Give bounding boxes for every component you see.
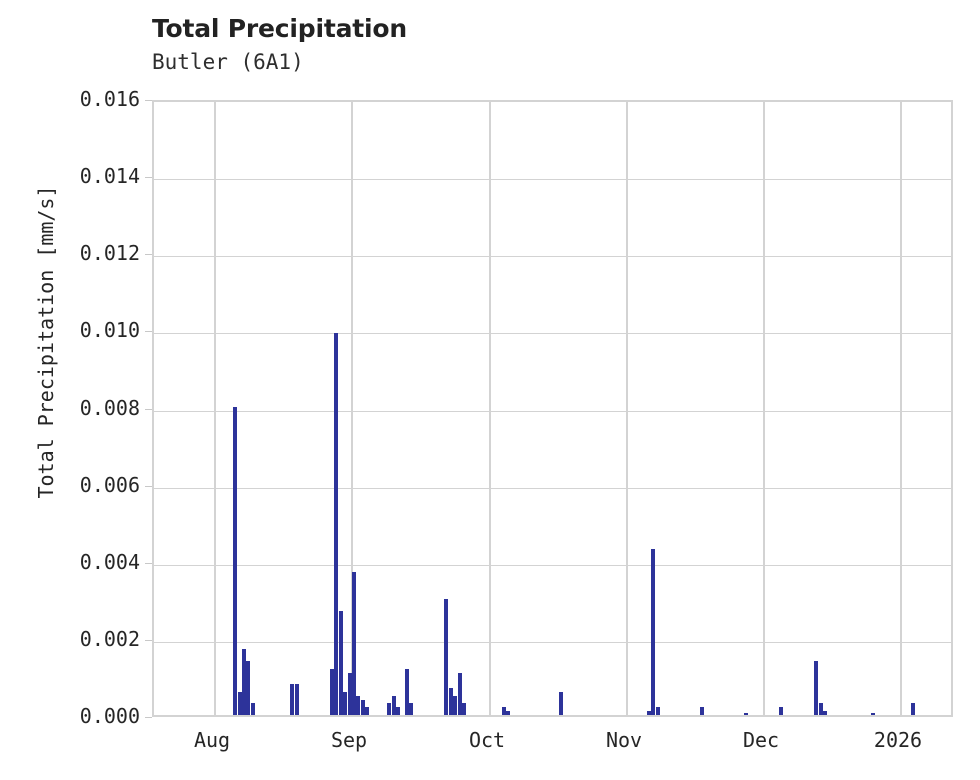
y-tick-label: 0.008 xyxy=(79,395,140,420)
gridline-horizontal xyxy=(154,411,951,412)
bar xyxy=(871,713,876,715)
bar xyxy=(462,703,467,715)
y-tick-label: 0.012 xyxy=(79,241,140,266)
x-tick-label: 2026 xyxy=(873,728,923,752)
bar xyxy=(290,684,295,715)
y-tick-mark xyxy=(145,177,152,179)
y-tick-label: 0.002 xyxy=(79,626,140,651)
bar xyxy=(233,406,238,715)
bar xyxy=(651,549,656,715)
bar xyxy=(814,661,819,715)
bar xyxy=(699,707,704,715)
bar xyxy=(910,703,915,715)
bar xyxy=(356,695,361,715)
bar xyxy=(347,672,352,715)
bar xyxy=(330,668,335,715)
gridline-vertical xyxy=(763,102,765,715)
bar xyxy=(558,691,563,715)
bar xyxy=(250,703,255,715)
gridline-horizontal xyxy=(154,256,951,257)
y-tick-mark xyxy=(145,562,152,564)
x-tick-label: Dec xyxy=(742,728,780,752)
bar xyxy=(457,672,462,715)
bar-series-total-precipitation xyxy=(154,102,951,715)
bar xyxy=(404,668,409,715)
bar xyxy=(506,711,511,715)
bar xyxy=(360,699,365,715)
y-tick-label: 0.000 xyxy=(79,704,140,728)
bar xyxy=(294,684,299,715)
x-tick-label: Nov xyxy=(605,728,643,752)
bar xyxy=(646,711,651,715)
gridline-vertical xyxy=(489,102,491,715)
bar xyxy=(818,703,823,715)
gridline-horizontal xyxy=(154,642,951,643)
bar xyxy=(448,688,453,715)
bar xyxy=(655,707,660,715)
y-tick-label: 0.004 xyxy=(79,549,140,574)
x-tick-label: Oct xyxy=(468,728,506,752)
y-tick-mark xyxy=(145,331,152,333)
y-tick-label: 0.006 xyxy=(79,472,140,497)
chart-title: Total Precipitation xyxy=(152,14,407,43)
gridline-horizontal xyxy=(154,333,951,334)
bar xyxy=(444,599,449,715)
bar xyxy=(743,713,748,715)
bar xyxy=(822,711,827,715)
bar xyxy=(246,661,251,715)
y-tick-mark xyxy=(145,100,152,101)
bar xyxy=(242,649,247,715)
y-tick-mark xyxy=(145,639,152,641)
bar xyxy=(237,691,242,715)
gridline-horizontal xyxy=(154,488,951,489)
y-tick-label: 0.010 xyxy=(79,318,140,343)
bar xyxy=(396,707,401,715)
gridline-vertical xyxy=(351,102,353,715)
bar xyxy=(391,695,396,715)
bar xyxy=(778,707,783,715)
bar xyxy=(387,703,392,715)
x-tick-label: Aug xyxy=(193,728,231,752)
x-tick-label: Sep xyxy=(330,728,368,752)
gridline-vertical xyxy=(900,102,902,715)
bar xyxy=(501,707,506,715)
bar xyxy=(453,695,458,715)
y-tick-label: 0.014 xyxy=(79,164,140,189)
y-tick-mark xyxy=(145,485,152,487)
bar xyxy=(338,610,343,715)
y-tick-mark xyxy=(145,408,152,410)
bar xyxy=(334,333,339,715)
chart-subtitle: Butler (6A1) xyxy=(152,50,304,74)
bar xyxy=(365,707,370,715)
plot-area xyxy=(152,100,953,717)
y-tick-label: 0.016 xyxy=(79,87,140,111)
y-tick-mark xyxy=(145,717,152,718)
bar xyxy=(352,572,357,715)
gridline-vertical xyxy=(214,102,216,715)
y-tick-mark xyxy=(145,254,152,256)
bar xyxy=(343,691,348,715)
gridline-horizontal xyxy=(154,565,951,566)
gridline-horizontal xyxy=(154,179,951,180)
gridline-vertical xyxy=(626,102,628,715)
bar xyxy=(409,703,414,715)
